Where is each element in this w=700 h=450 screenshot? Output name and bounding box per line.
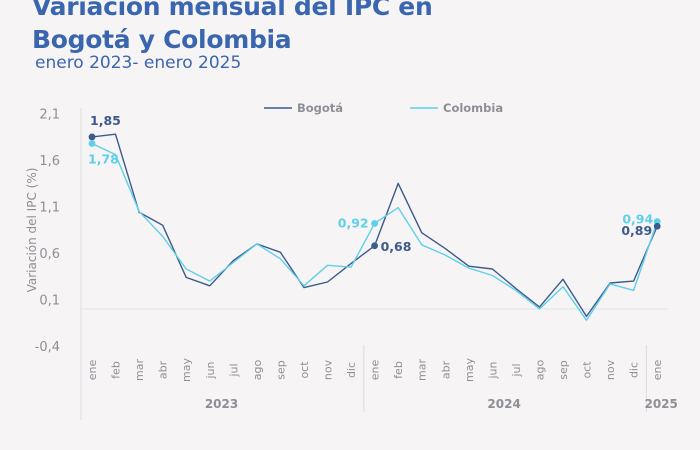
x-tick-label: nov	[604, 359, 617, 380]
x-tick-label: may	[180, 358, 193, 382]
year-label: 2025	[644, 397, 677, 411]
y-tick-label: 0,6	[39, 247, 60, 262]
y-axis-title: Variación del IPC (%)	[25, 168, 39, 293]
data-point-marker	[653, 222, 661, 230]
x-tick-label: ene	[86, 360, 99, 381]
y-tick-label: 2,1	[39, 108, 60, 123]
x-tick-label: oct	[298, 361, 311, 379]
y-tick-label: 1,1	[39, 201, 60, 216]
x-tick-label: abr	[439, 360, 452, 379]
data-point-marker	[88, 133, 96, 141]
data-point-marker	[371, 220, 378, 227]
y-tick-label: 1,6	[39, 154, 60, 169]
data-point-marker	[371, 242, 378, 250]
chart-title-line-1: Variación mensual del IPC en	[32, 0, 433, 21]
data-label: 0,92	[338, 215, 369, 230]
data-label: 0,68	[381, 239, 412, 254]
x-tick-label: ago	[533, 360, 546, 381]
x-tick-label: jun	[204, 361, 217, 379]
chart-title: Variación mensual del IPC en Bogotá y Co…	[32, 0, 433, 56]
data-label: 0,89	[621, 223, 652, 238]
x-tick-label: dic	[628, 362, 641, 378]
chart-title-line-2: Bogotá y Colombia	[32, 25, 292, 54]
x-tick-label: dic	[345, 362, 358, 378]
x-tick-label: jul	[227, 363, 240, 377]
legend-label-bogota: Bogotá	[297, 101, 343, 115]
x-tick-label: sep	[274, 360, 287, 379]
x-tick-label: jun	[486, 361, 499, 379]
x-tick-label: abr	[157, 360, 170, 379]
x-tick-label: feb	[110, 361, 123, 379]
x-tick-label: oct	[581, 361, 594, 379]
legend: Bogotá Colombia	[264, 101, 503, 115]
x-tick-label: ene	[369, 360, 382, 381]
chart-subtitle: enero 2023- enero 2025	[35, 53, 242, 73]
y-tick-label: 0,1	[39, 294, 60, 309]
x-tick-label: mar	[133, 359, 146, 381]
x-tick-label: sep	[557, 360, 570, 379]
x-tick-label: mar	[416, 359, 429, 381]
x-tick-label: nov	[322, 359, 335, 380]
data-label: 1,85	[90, 113, 121, 128]
year-label: 2024	[487, 397, 520, 411]
series-layer	[91, 133, 658, 321]
x-tick-label: may	[463, 358, 476, 382]
x-tick-label: ago	[251, 360, 264, 381]
data-label: 1,78	[88, 151, 119, 166]
x-tick-label: ene	[651, 360, 664, 381]
x-tick-label: jul	[510, 363, 523, 377]
data-point-marker	[653, 218, 661, 225]
data-point-marker	[88, 140, 96, 147]
y-tick-label: -0,4	[35, 340, 60, 355]
x-tick-label: feb	[392, 361, 405, 379]
legend-label-colombia: Colombia	[443, 101, 503, 115]
axes: 2,1 1,6 1,1 0,6 0,1 -0,4 Variación del IPC (%)…	[25, 108, 678, 420]
year-label: 2023	[205, 397, 238, 411]
data-labels: 1,85 1,78 0,92 0,68 0,940,89	[88, 113, 661, 254]
data-label: 0,94	[622, 212, 653, 227]
